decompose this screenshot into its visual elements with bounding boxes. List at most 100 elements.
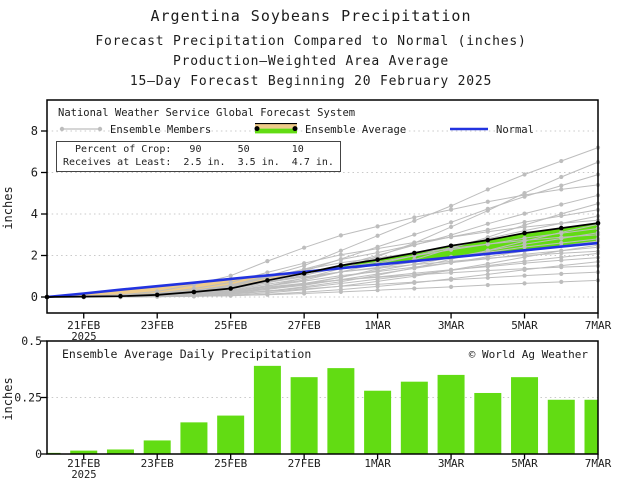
ensemble-member-dot [559,258,564,263]
ensemble-member-dot [522,252,527,257]
ensemble-member-dot [448,232,454,238]
ensemble-member-dot [412,286,417,291]
daily-precip-bar [290,377,318,454]
ensemble-member-dot [338,279,343,284]
top-xtick-label: 1MAR [364,319,391,332]
crop-receives-line: Receives at Least: 2.5 in. 3.5 in. 4.7 i… [63,156,334,168]
daily-precip-bar [437,374,465,454]
bottom-xtick-label: 5MAR [511,457,538,470]
ensemble-member-dot [559,279,564,284]
chart-subtitle-2: Production–Weighted Area Average [172,54,450,69]
ensemble-member-dot [522,211,527,216]
ensemble-member-dot [412,240,417,246]
ensemble-average-dot [301,271,307,276]
ensemble-member-dot [302,281,307,287]
ensemble-member-dot [522,242,527,247]
ensemble-average-dot [412,250,417,256]
ensemble-member-dot [485,221,490,226]
ensemble-member-dot [302,263,307,268]
ensemble-member-dot [522,191,527,196]
chart-subtitle-1: Forecast Precipitation Compared to Norma… [95,34,527,49]
ensemble-average-legend-label: Ensemble Average [305,124,406,136]
daily-precip-bar [106,449,134,454]
legend-header: National Weather Service Global Forecast… [58,107,355,119]
ensemble-average-dot [522,230,527,236]
ensemble-average-dot [265,278,270,283]
ensemble-member-dot [559,187,564,192]
ensemble-member-dot [522,236,527,241]
bottom-xtick-label: 27FEB [288,457,321,470]
ensemble-member-dot [485,248,490,253]
top-ytick-label: 4 [31,207,38,221]
ensemble-member-dot [448,267,454,273]
daily-precip-bar [547,399,575,454]
ensemble-member-dot [485,272,490,277]
ensemble-member-dot [412,262,417,267]
bottom-xtick-label: 7MAR [585,457,612,470]
bottom-ytick-label: 0.25 [14,391,42,405]
top-xtick-label: 7MAR [585,319,612,332]
daily-precip-bar [474,392,502,454]
bottom-ytick-label: 0 [35,447,42,461]
ensemble-member-dot [375,288,380,293]
ensemble-member-line [46,184,599,298]
ensemble-member-dot [448,224,454,229]
ensemble-member-dot [448,207,454,212]
ensemble-member-dot [559,211,564,216]
daily-precip-bar [327,368,355,454]
ensemble-member-dot [559,158,564,164]
top-xaxis-year-label: 2025 [71,331,96,343]
ensemble-member-dot [559,202,564,207]
ensemble-member-dot [228,273,233,278]
ensemble-member-dot [338,275,343,280]
bottom-xtick-label: 25FEB [214,457,247,470]
ensemble-member-dot [485,282,490,288]
bottom-xtick-label: 1MAR [364,457,391,470]
ensemble-member-dot [302,284,307,289]
top-ytick-label: 8 [31,124,38,138]
bottom-xtick-label: 3MAR [438,457,465,470]
chart-title: Argentina Soybeans Precipitation [150,7,472,25]
ensemble-member-dot [522,281,527,286]
daily-precip-panel-title: Ensemble Average Daily Precipitation [62,347,311,361]
top-plot-border [46,99,599,314]
top-ytick-label: 6 [31,166,38,180]
ensemble-member-dot [375,273,380,278]
ensemble-member-dot [302,245,307,250]
ensemble-member-dot [375,244,380,249]
ensemble-member-dot [559,174,564,180]
top-ytick-label: 2 [31,249,38,263]
ensemble-member-dot [448,260,454,265]
ensemble-member-dot [522,267,527,272]
ensemble-member-dot [412,280,417,285]
ensemble-member-dot [338,287,343,292]
accumulation-chart-layer: 0 2 4 6 8 21FEB 23FEB 25FEB 27FEB 1MAR 3MAR 5MAR 7MA… [31,99,612,332]
top-xtick-label: 23FEB [141,319,174,332]
ensemble-member-dot [228,282,233,288]
ensemble-average-legend-dot [254,126,260,132]
ensemble-member-dot [522,219,527,225]
ensemble-member-dot [448,276,454,281]
bottom-yaxis-label: inches [1,377,15,420]
ensemble-member-dot [412,274,417,279]
ensemble-member-dot [338,233,343,238]
bottom-xaxis-year-label: 2025 [71,469,96,481]
crop-percent-line: Percent of Crop: 90 50 10 [63,144,304,155]
ensemble-member-line [47,161,599,298]
ensemble-member-dot [559,183,564,188]
ensemble-member-dot [522,172,527,177]
daily-precip-bar [180,422,208,454]
top-ytick-label: 0 [31,290,38,304]
ensemble-member-dot [265,270,270,275]
ensemble-members-legend-dot [59,126,65,132]
ensemble-average-dot [485,237,491,243]
ensemble-member-dot [485,199,490,204]
ensemble-member-dot [485,261,490,266]
ensemble-member-dot [559,248,564,253]
top-xtick-label: 25FEB [214,319,247,332]
ensemble-member-dot [522,238,527,244]
ensemble-member-dot [485,268,490,273]
top-xtick-label: 27FEB [288,319,321,332]
daily-precip-bar [253,365,281,454]
